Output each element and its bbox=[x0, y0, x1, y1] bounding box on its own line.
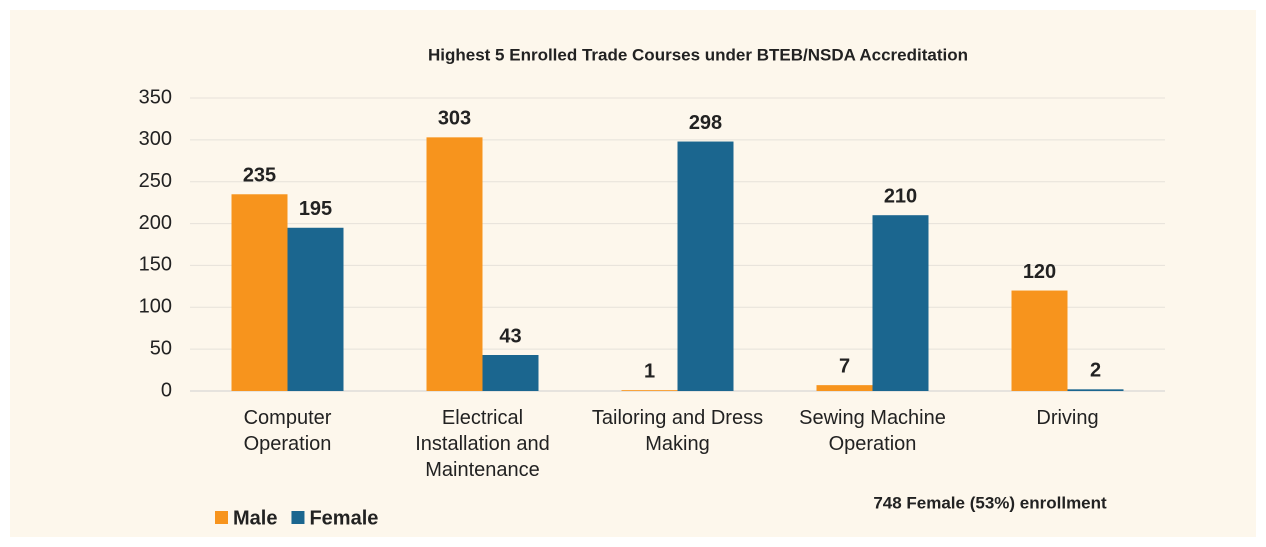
bar bbox=[621, 390, 678, 391]
value-label: 210 bbox=[884, 185, 917, 207]
x-tick-label: Computer Operation bbox=[243, 407, 332, 455]
x-tick-label: Driving bbox=[1036, 407, 1099, 429]
value-label: 7 bbox=[839, 355, 850, 377]
chart-title: Highest 5 Enrolled Trade Courses under B… bbox=[428, 45, 968, 64]
bar bbox=[872, 215, 929, 391]
value-label: 2 bbox=[1090, 360, 1101, 382]
value-label: 43 bbox=[499, 325, 521, 347]
legend-swatch bbox=[215, 511, 228, 524]
bar bbox=[231, 194, 288, 391]
value-label: 120 bbox=[1023, 261, 1056, 283]
x-tick-label: Electrical Installation and Maintenance bbox=[415, 407, 550, 481]
y-tick-label: 150 bbox=[139, 254, 172, 276]
annotation: 748 Female (53%) enrollment bbox=[873, 493, 1107, 512]
y-tick-label: 200 bbox=[139, 212, 172, 234]
x-tick-label: Tailoring and Dress Making bbox=[591, 407, 764, 455]
bar bbox=[677, 141, 734, 391]
bar bbox=[482, 355, 539, 391]
value-label: 1 bbox=[644, 360, 655, 382]
value-label: 298 bbox=[689, 112, 722, 134]
background bbox=[10, 10, 1256, 537]
x-tick-label: Sewing Machine Operation bbox=[799, 407, 946, 455]
bar bbox=[287, 227, 344, 391]
y-tick-label: 350 bbox=[139, 86, 172, 108]
value-label: 195 bbox=[299, 198, 332, 220]
y-tick-label: 0 bbox=[161, 379, 172, 401]
legend-swatch bbox=[291, 511, 305, 524]
y-tick-label: 100 bbox=[139, 296, 172, 318]
bar bbox=[426, 137, 483, 391]
y-tick-label: 250 bbox=[139, 170, 172, 192]
bar bbox=[1011, 290, 1068, 391]
bar bbox=[1067, 389, 1124, 391]
value-label: 235 bbox=[243, 165, 276, 187]
bar bbox=[816, 385, 873, 391]
y-tick-label: 300 bbox=[139, 128, 172, 150]
y-tick-label: 50 bbox=[150, 337, 172, 359]
legend-label: Female bbox=[309, 507, 378, 529]
value-label: 303 bbox=[438, 108, 471, 130]
legend-label: Male bbox=[233, 507, 277, 529]
